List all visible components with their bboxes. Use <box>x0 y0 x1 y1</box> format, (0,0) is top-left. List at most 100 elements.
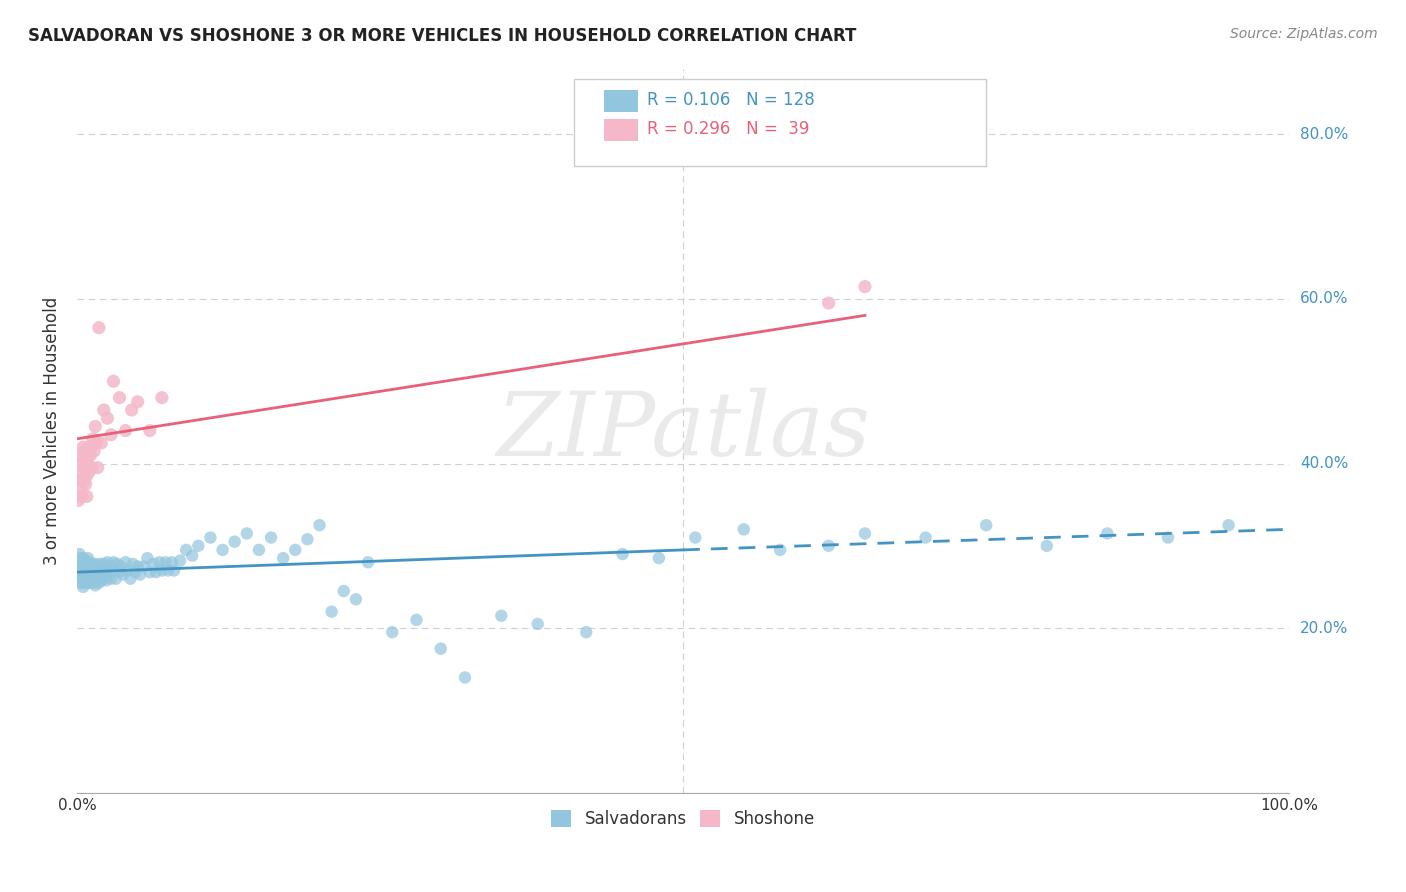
Point <box>67 559 90 574</box>
Point <box>72 580 94 594</box>
Point <box>108 565 131 579</box>
Point <box>181 549 204 563</box>
Point <box>187 539 209 553</box>
Point <box>575 625 598 640</box>
Point <box>79 559 101 574</box>
Point <box>69 551 91 566</box>
Point <box>77 457 100 471</box>
Point <box>69 575 91 590</box>
Point <box>69 564 91 578</box>
Text: 80.0%: 80.0% <box>1301 127 1348 142</box>
Point <box>89 570 111 584</box>
Point <box>87 320 110 334</box>
Point <box>70 490 93 504</box>
Point <box>174 542 197 557</box>
Text: 60.0%: 60.0% <box>1301 292 1348 307</box>
Point <box>93 403 115 417</box>
Point <box>84 565 107 579</box>
Point <box>67 493 90 508</box>
Point <box>1036 539 1059 553</box>
Point <box>69 457 91 471</box>
Point <box>1157 531 1180 545</box>
Point <box>86 564 108 578</box>
Point <box>73 444 96 458</box>
Point <box>405 613 427 627</box>
Point <box>120 572 142 586</box>
Point <box>73 575 96 590</box>
Point <box>77 564 100 578</box>
FancyBboxPatch shape <box>574 79 986 166</box>
Point <box>132 559 155 574</box>
Point <box>77 440 100 454</box>
Point <box>80 570 103 584</box>
Point <box>83 559 105 574</box>
Y-axis label: 3 or more Vehicles in Household: 3 or more Vehicles in Household <box>44 296 60 565</box>
Point <box>79 574 101 588</box>
Point <box>69 572 91 586</box>
Point <box>69 481 91 495</box>
Point <box>72 551 94 566</box>
Point <box>491 608 513 623</box>
Point <box>82 575 104 590</box>
Point <box>94 562 117 576</box>
Point <box>76 570 98 584</box>
Point <box>76 555 98 569</box>
Point <box>121 403 143 417</box>
Point <box>70 572 93 586</box>
Point <box>75 557 97 571</box>
Point <box>93 570 115 584</box>
Text: SALVADORAN VS SHOSHONE 3 OR MORE VEHICLES IN HOUSEHOLD CORRELATION CHART: SALVADORAN VS SHOSHONE 3 OR MORE VEHICLE… <box>28 27 856 45</box>
Point <box>82 562 104 576</box>
Point <box>97 567 120 582</box>
Point <box>817 296 839 310</box>
Point <box>75 574 97 588</box>
Point <box>103 374 125 388</box>
Point <box>80 557 103 571</box>
Point <box>145 565 167 579</box>
Point <box>247 542 270 557</box>
Point <box>769 542 792 557</box>
Point <box>103 555 125 569</box>
Point <box>86 567 108 582</box>
Point <box>344 592 367 607</box>
Text: ZIPatlas: ZIPatlas <box>496 387 870 474</box>
Point <box>77 555 100 569</box>
Point <box>160 555 183 569</box>
Point <box>112 567 135 582</box>
Point <box>70 567 93 582</box>
Point <box>82 432 104 446</box>
Point <box>211 542 233 557</box>
Point <box>90 562 112 576</box>
Point <box>73 565 96 579</box>
Point <box>110 559 132 574</box>
Point <box>84 557 107 571</box>
Point <box>93 557 115 571</box>
Point <box>72 559 94 574</box>
Point <box>271 551 294 566</box>
Point <box>114 555 136 569</box>
Point <box>69 448 91 462</box>
Point <box>77 559 100 574</box>
Point <box>96 555 118 569</box>
Point <box>163 564 186 578</box>
Point <box>129 567 152 582</box>
Point <box>84 578 107 592</box>
Text: R = 0.296   N =  39: R = 0.296 N = 39 <box>647 120 810 137</box>
Point <box>96 574 118 588</box>
Point <box>77 551 100 566</box>
Point <box>79 567 101 582</box>
Point <box>82 567 104 582</box>
Text: 40.0%: 40.0% <box>1301 456 1348 471</box>
Point <box>124 565 146 579</box>
Point <box>104 572 127 586</box>
Point <box>142 557 165 571</box>
Point <box>108 391 131 405</box>
FancyBboxPatch shape <box>605 90 638 112</box>
Point <box>90 574 112 588</box>
Point <box>526 617 548 632</box>
Point <box>80 460 103 475</box>
Point <box>260 531 283 545</box>
Point <box>648 551 671 566</box>
Point <box>86 460 108 475</box>
Point <box>733 522 755 536</box>
